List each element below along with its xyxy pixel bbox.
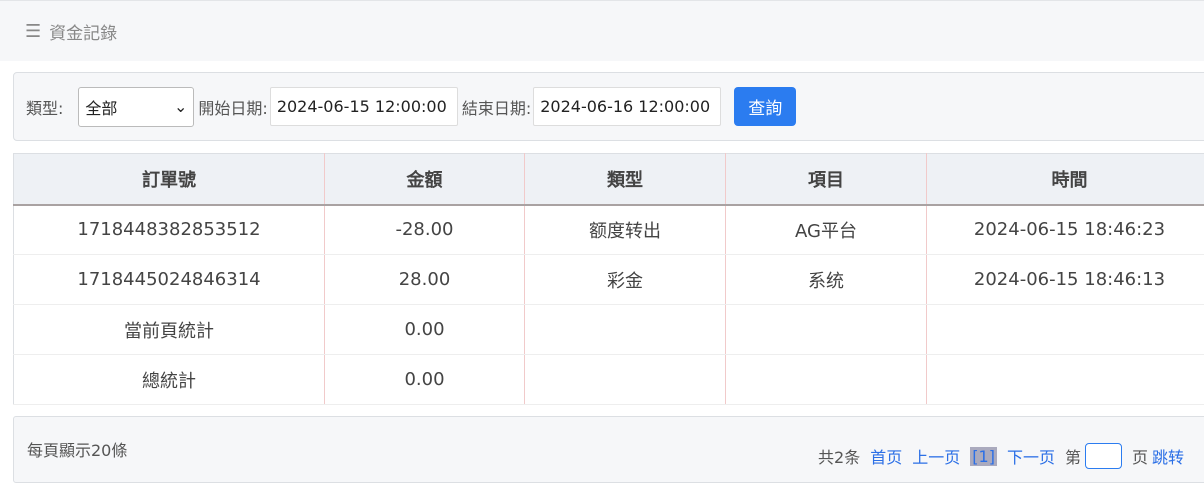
type-select-value: 全部: [85, 98, 118, 118]
grand-total-label: 總統計: [13, 354, 325, 405]
page-title: 資金記錄: [49, 23, 118, 44]
grand-total-value: 0.00: [324, 354, 525, 405]
cell-order-no: 1718445024846314: [13, 254, 325, 305]
col-amount: 金額: [324, 153, 525, 206]
pagination-panel: 每頁顯示20條 共2条 首页 上一页 [1] 下一页 第 页 跳转: [13, 416, 1204, 483]
page-jump-input[interactable]: [1084, 443, 1122, 469]
per-page-text: 每頁顯示20條: [27, 441, 128, 460]
jump-button[interactable]: 跳转: [1151, 448, 1184, 467]
page-total-label: 當前頁統計: [13, 304, 325, 355]
records-table: 訂單號 金額 類型 項目 時間 1718448382853512 -28.00 …: [13, 153, 1204, 405]
next-page-link[interactable]: 下一页: [1006, 448, 1055, 467]
first-page-link[interactable]: 首页: [870, 448, 903, 467]
chevron-down-icon: ⌄: [174, 97, 188, 116]
cell-item: 系统: [725, 254, 927, 305]
type-select[interactable]: 全部 ⌄: [78, 86, 195, 127]
page-suffix: 页: [1131, 448, 1148, 467]
current-page: [1]: [970, 446, 997, 466]
empty-cell: [725, 304, 927, 355]
empty-cell: [725, 354, 927, 405]
filter-panel: 類型: 全部 ⌄ 開始日期: 2024-06-15 12:00:00 結束日期: …: [13, 72, 1204, 141]
page-prefix: 第: [1064, 448, 1081, 467]
end-date-label: 結束日期:: [461, 98, 532, 118]
cell-item: AG平台: [725, 204, 927, 255]
empty-cell: [524, 304, 726, 355]
table-row: 1718445024846314 28.00 彩金 系统 2024-06-15 …: [13, 254, 1204, 305]
table-row: 1718448382853512 -28.00 额度转出 AG平台 2024-0…: [13, 204, 1204, 255]
cell-type: 彩金: [524, 254, 726, 305]
cell-amount: -28.00: [324, 204, 525, 255]
end-date-input[interactable]: 2024-06-16 12:00:00: [533, 87, 722, 126]
col-time: 時間: [926, 153, 1204, 206]
empty-cell: [524, 354, 726, 405]
empty-cell: [926, 304, 1204, 355]
cell-time: 2024-06-15 18:46:13: [926, 254, 1204, 305]
empty-cell: [926, 354, 1204, 405]
hamburger-icon[interactable]: ☰: [25, 20, 42, 42]
col-item: 項目: [725, 153, 927, 206]
cell-time: 2024-06-15 18:46:23: [926, 204, 1204, 255]
cell-type: 额度转出: [524, 204, 726, 255]
table-header: 訂單號 金額 類型 項目 時間: [13, 153, 1204, 206]
prev-page-link[interactable]: 上一页: [912, 448, 961, 467]
col-order-no: 訂單號: [13, 153, 325, 206]
start-date-label: 開始日期:: [198, 98, 268, 118]
page-total-row: 當前頁統計 0.00: [13, 304, 1204, 355]
query-button[interactable]: 查詢: [734, 87, 797, 126]
type-label: 類型:: [26, 98, 64, 118]
col-type: 類型: [524, 153, 726, 206]
grand-total-row: 總統計 0.00: [13, 354, 1204, 405]
top-bar: ☰ 資金記錄: [0, 0, 1204, 61]
cell-amount: 28.00: [324, 254, 525, 305]
total-count: 共2条: [818, 448, 861, 467]
start-date-input[interactable]: 2024-06-15 12:00:00: [269, 87, 458, 126]
pagination: 共2条 首页 上一页 [1] 下一页 第 页 跳转: [818, 443, 1184, 469]
cell-order-no: 1718448382853512: [13, 204, 325, 255]
page-total-value: 0.00: [324, 304, 525, 355]
